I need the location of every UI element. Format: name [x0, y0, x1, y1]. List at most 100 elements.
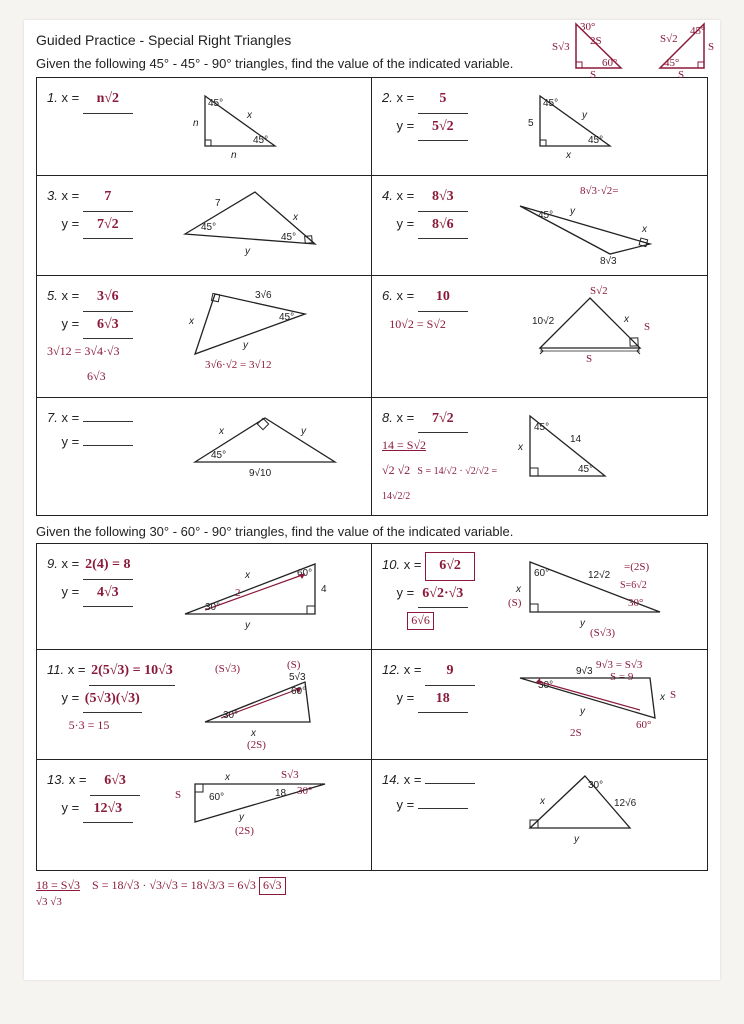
problems-grid-2: 9. x = 2(4) = 8 y = 4√3 x 60° 2 — [36, 543, 708, 871]
svg-text:y: y — [579, 706, 586, 717]
svg-text:3√6: 3√6 — [255, 289, 272, 301]
svg-text:30°: 30° — [588, 780, 603, 791]
svg-text:x: x — [218, 426, 225, 437]
triangle-13: S S√3 x 18 60° 30° y (2S) — [175, 768, 345, 848]
svg-text:S: S — [644, 321, 650, 333]
svg-text:45°: 45° — [211, 450, 226, 461]
svg-text:2S: 2S — [590, 35, 602, 47]
problem-12: 12. x = 9 y = 18 9√3 = S√3 S = 9 30° 9√3 — [372, 650, 707, 759]
svg-text:y: y — [569, 206, 576, 217]
svg-text:45°: 45° — [201, 222, 216, 233]
svg-text:y: y — [238, 812, 245, 823]
svg-text:(2S): (2S) — [235, 825, 254, 837]
triangle-9: x 60° 2 4 30° y — [175, 552, 335, 636]
svg-text:45°: 45° — [690, 25, 705, 37]
svg-text:60°: 60° — [209, 792, 224, 803]
svg-text:y: y — [242, 340, 249, 351]
triangle-10: 60° 12√2 =(2S) x (S) 30° y (S√3) S=6√2 — [510, 552, 670, 638]
worksheet-page: Guided Practice - Special Right Triangle… — [24, 20, 720, 980]
svg-text:n: n — [193, 118, 199, 129]
problem-9: 9. x = 2(4) = 8 y = 4√3 x 60° 2 — [37, 544, 372, 649]
svg-text:x: x — [292, 212, 299, 223]
svg-text:5√3: 5√3 — [289, 671, 306, 683]
svg-text:60°: 60° — [297, 568, 312, 579]
reference-triangles: 30° 2S S√3 60° S S√2 45° 45° S S — [566, 18, 718, 74]
problem-1: 1. x = n√2 45° x n 45° n — [37, 78, 372, 175]
svg-text:9√3 = S√3: 9√3 = S√3 — [596, 659, 643, 671]
svg-text:60°: 60° — [291, 686, 306, 697]
svg-text:(S√3): (S√3) — [215, 663, 240, 675]
svg-text:30°: 30° — [297, 785, 312, 797]
svg-text:=(2S): =(2S) — [624, 561, 649, 573]
svg-text:x: x — [659, 692, 666, 703]
svg-text:(2S): (2S) — [247, 739, 266, 751]
svg-text:45°: 45° — [588, 135, 603, 146]
triangle-12: 9√3 = S√3 S = 9 30° 9√3 x S y 60° 2S — [510, 658, 680, 746]
triangle-1: 45° x n 45° n — [175, 86, 295, 164]
svg-text:45°: 45° — [279, 312, 294, 323]
svg-text:30°: 30° — [628, 597, 643, 609]
svg-text:7: 7 — [215, 198, 221, 209]
instructions-3060: Given the following 30° - 60° - 90° tria… — [36, 524, 708, 539]
svg-text:x: x — [244, 570, 251, 581]
svg-text:x: x — [515, 584, 522, 595]
svg-text:45°: 45° — [538, 210, 553, 221]
problem-8: 8. x = 7√2 14 = S√2 √2 √2 S = 14/√2 · √2… — [372, 398, 707, 516]
svg-text:12√2: 12√2 — [588, 569, 611, 581]
svg-text:60°: 60° — [636, 719, 651, 731]
problems-grid-1: 1. x = n√2 45° x n 45° n — [36, 77, 708, 516]
svg-text:S√2: S√2 — [590, 285, 608, 297]
svg-text:30°: 30° — [223, 710, 238, 721]
svg-text:S = 9: S = 9 — [610, 671, 634, 683]
problem-11: 11. x = 2(5√3) = 10√3 y = (5√3)(√3) 5·3 … — [37, 650, 372, 759]
svg-text:S=6√2: S=6√2 — [620, 580, 647, 591]
svg-text:S√3: S√3 — [552, 41, 570, 53]
triangle-5: 3√6 x 45° y 3√6·√2 = 3√12 — [175, 284, 325, 374]
triangle-11: (S√3) (S) 5√3 60° 30° x (2S) — [195, 658, 325, 748]
problem-13: 13. x = 6√3 y = 12√3 S S√3 x 18 60° — [37, 760, 372, 870]
svg-text:45°: 45° — [664, 57, 679, 69]
svg-text:x: x — [246, 110, 253, 121]
problem-10: 10. x = 6√2 y = 6√2·√3 6√6 60° 12√2 =(2S… — [372, 544, 707, 649]
svg-text:y: y — [581, 110, 588, 121]
svg-text:5: 5 — [528, 118, 534, 129]
svg-text:x: x — [623, 314, 630, 325]
problem-4: 4. x = 8√3 y = 8√6 8√3·√2= y 45° x 8√3 — [372, 176, 707, 275]
problem-5: 5. x = 3√6 y = 6√3 3√12 = 3√4·√3 6√3 3√6… — [37, 276, 372, 397]
ref-triangle-3060: 30° 2S S√3 60° S — [566, 18, 636, 74]
svg-text:y: y — [300, 426, 307, 437]
triangle-2: 45° y 5 45° x — [510, 86, 630, 164]
problem-14: 14. x = y = 30° 12√6 x y — [372, 760, 707, 870]
svg-text:y: y — [579, 618, 586, 629]
triangle-7: x y 45° 9√10 — [175, 406, 345, 480]
svg-text:(S√3): (S√3) — [590, 627, 615, 639]
svg-text:x: x — [250, 728, 257, 739]
svg-text:9√10: 9√10 — [249, 467, 272, 479]
svg-text:14: 14 — [570, 434, 582, 445]
bottom-work: 18 = S√3 S = 18/√3 · √3/√3 = 18√3/3 = 6√… — [36, 877, 708, 895]
svg-text:S: S — [708, 41, 714, 53]
svg-text:4: 4 — [321, 584, 327, 595]
svg-text:(S): (S) — [508, 597, 522, 609]
svg-text:10√2: 10√2 — [532, 315, 555, 327]
svg-text:45°: 45° — [253, 135, 268, 146]
svg-text:45°: 45° — [208, 98, 223, 109]
svg-text:x: x — [224, 772, 231, 783]
svg-text:y: y — [573, 834, 580, 845]
svg-text:S√2: S√2 — [660, 33, 678, 45]
svg-text:y: y — [244, 246, 251, 257]
triangle-8: 45° 14 x 45° — [510, 406, 620, 486]
svg-text:(S): (S) — [287, 659, 301, 671]
svg-text:9√3: 9√3 — [576, 665, 593, 677]
svg-text:30°: 30° — [205, 602, 220, 613]
svg-text:S: S — [175, 789, 181, 801]
svg-text:x: x — [188, 316, 195, 327]
triangle-6: S√2 10√2 x S S — [510, 284, 660, 368]
ref-triangle-4545: S√2 45° 45° S S — [654, 18, 718, 74]
svg-text:S: S — [586, 353, 592, 365]
bottom-work-2: √3 √3 — [36, 895, 708, 909]
svg-text:30°: 30° — [580, 21, 595, 33]
svg-text:2S: 2S — [570, 727, 582, 739]
svg-text:45°: 45° — [543, 98, 558, 109]
problem-7: 7. x = y = x y 45° 9√10 — [37, 398, 372, 516]
